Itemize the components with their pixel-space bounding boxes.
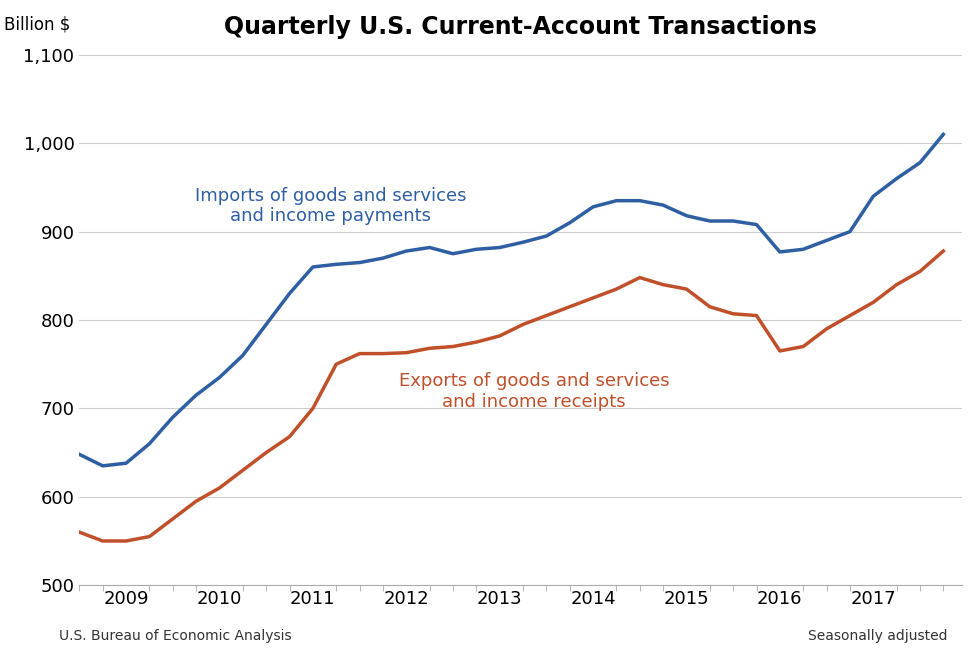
Text: U.S. Bureau of Economic Analysis: U.S. Bureau of Economic Analysis [59,628,291,643]
Text: Exports of goods and services
and income receipts: Exports of goods and services and income… [399,373,669,411]
Text: Imports of goods and services
and income payments: Imports of goods and services and income… [195,186,467,225]
Title: Quarterly U.S. Current-Account Transactions: Quarterly U.S. Current-Account Transacti… [225,15,817,39]
Text: Billion $: Billion $ [4,16,70,34]
Text: Seasonally adjusted: Seasonally adjusted [808,628,948,643]
